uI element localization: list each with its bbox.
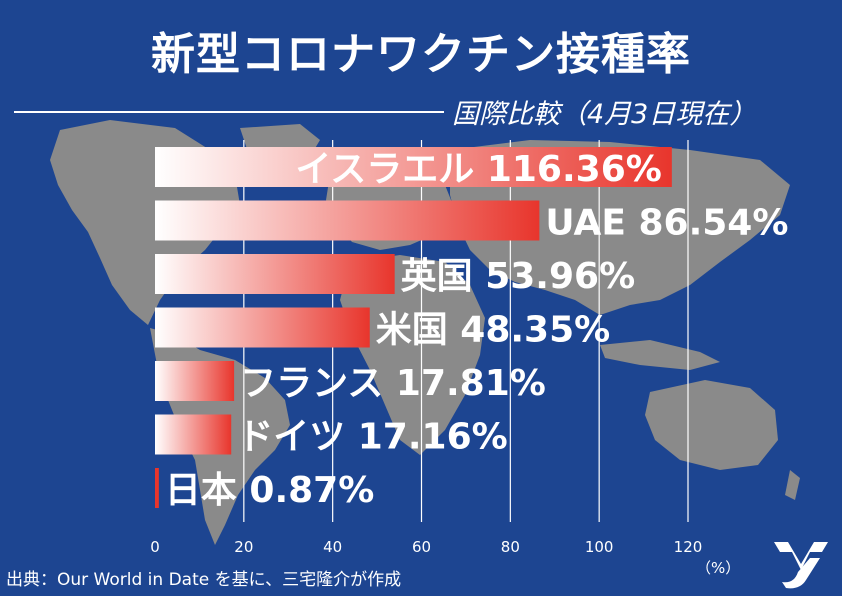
bar (155, 147, 672, 187)
bar-labels: イスラエル 116.36% UAE 86.54% 英国 53.96% 米国 48.35… (165, 149, 789, 511)
brand-logo-icon (774, 542, 828, 589)
x-tick-label: 20 (234, 538, 253, 556)
bar-label: フランス 17.81% (240, 363, 546, 404)
x-tick-label: 60 (412, 538, 431, 556)
page-title: 新型コロナワクチン接種率 (151, 29, 691, 80)
map-africa (340, 255, 485, 455)
bar-label: 米国 48.35% (376, 310, 610, 351)
bars (155, 147, 672, 508)
bar-label: ドイツ 17.16% (237, 417, 507, 458)
bar (155, 361, 235, 401)
subtitle-rule (14, 111, 444, 113)
x-tick-label: 0 (150, 538, 160, 556)
bar (155, 200, 540, 241)
x-tick-label: 40 (323, 538, 342, 556)
x-axis-ticks: 0 20 40 60 80 100 120 (150, 538, 702, 556)
x-tick-label: 100 (585, 538, 614, 556)
map-indonesia (600, 340, 720, 370)
x-tick-label: 80 (501, 538, 520, 556)
bar (155, 307, 370, 348)
map-new-zealand (785, 470, 800, 500)
x-unit-label: （%） (696, 559, 740, 577)
bar (155, 254, 395, 294)
subtitle: 国際比較（4月3日現在） (452, 99, 757, 130)
bar-label: 日本 0.87% (165, 470, 374, 511)
map-australia (645, 380, 778, 470)
source-note: 出典：Our World in Date を基に、三宅隆介が作成 (6, 570, 402, 590)
x-tick-label: 120 (674, 538, 703, 556)
bar-label: 英国 53.96% (401, 256, 635, 297)
bar (155, 414, 232, 455)
bar-label: UAE 86.54% (545, 203, 788, 244)
bar-label: イスラエル 116.36% (295, 149, 661, 190)
bar (155, 468, 159, 508)
